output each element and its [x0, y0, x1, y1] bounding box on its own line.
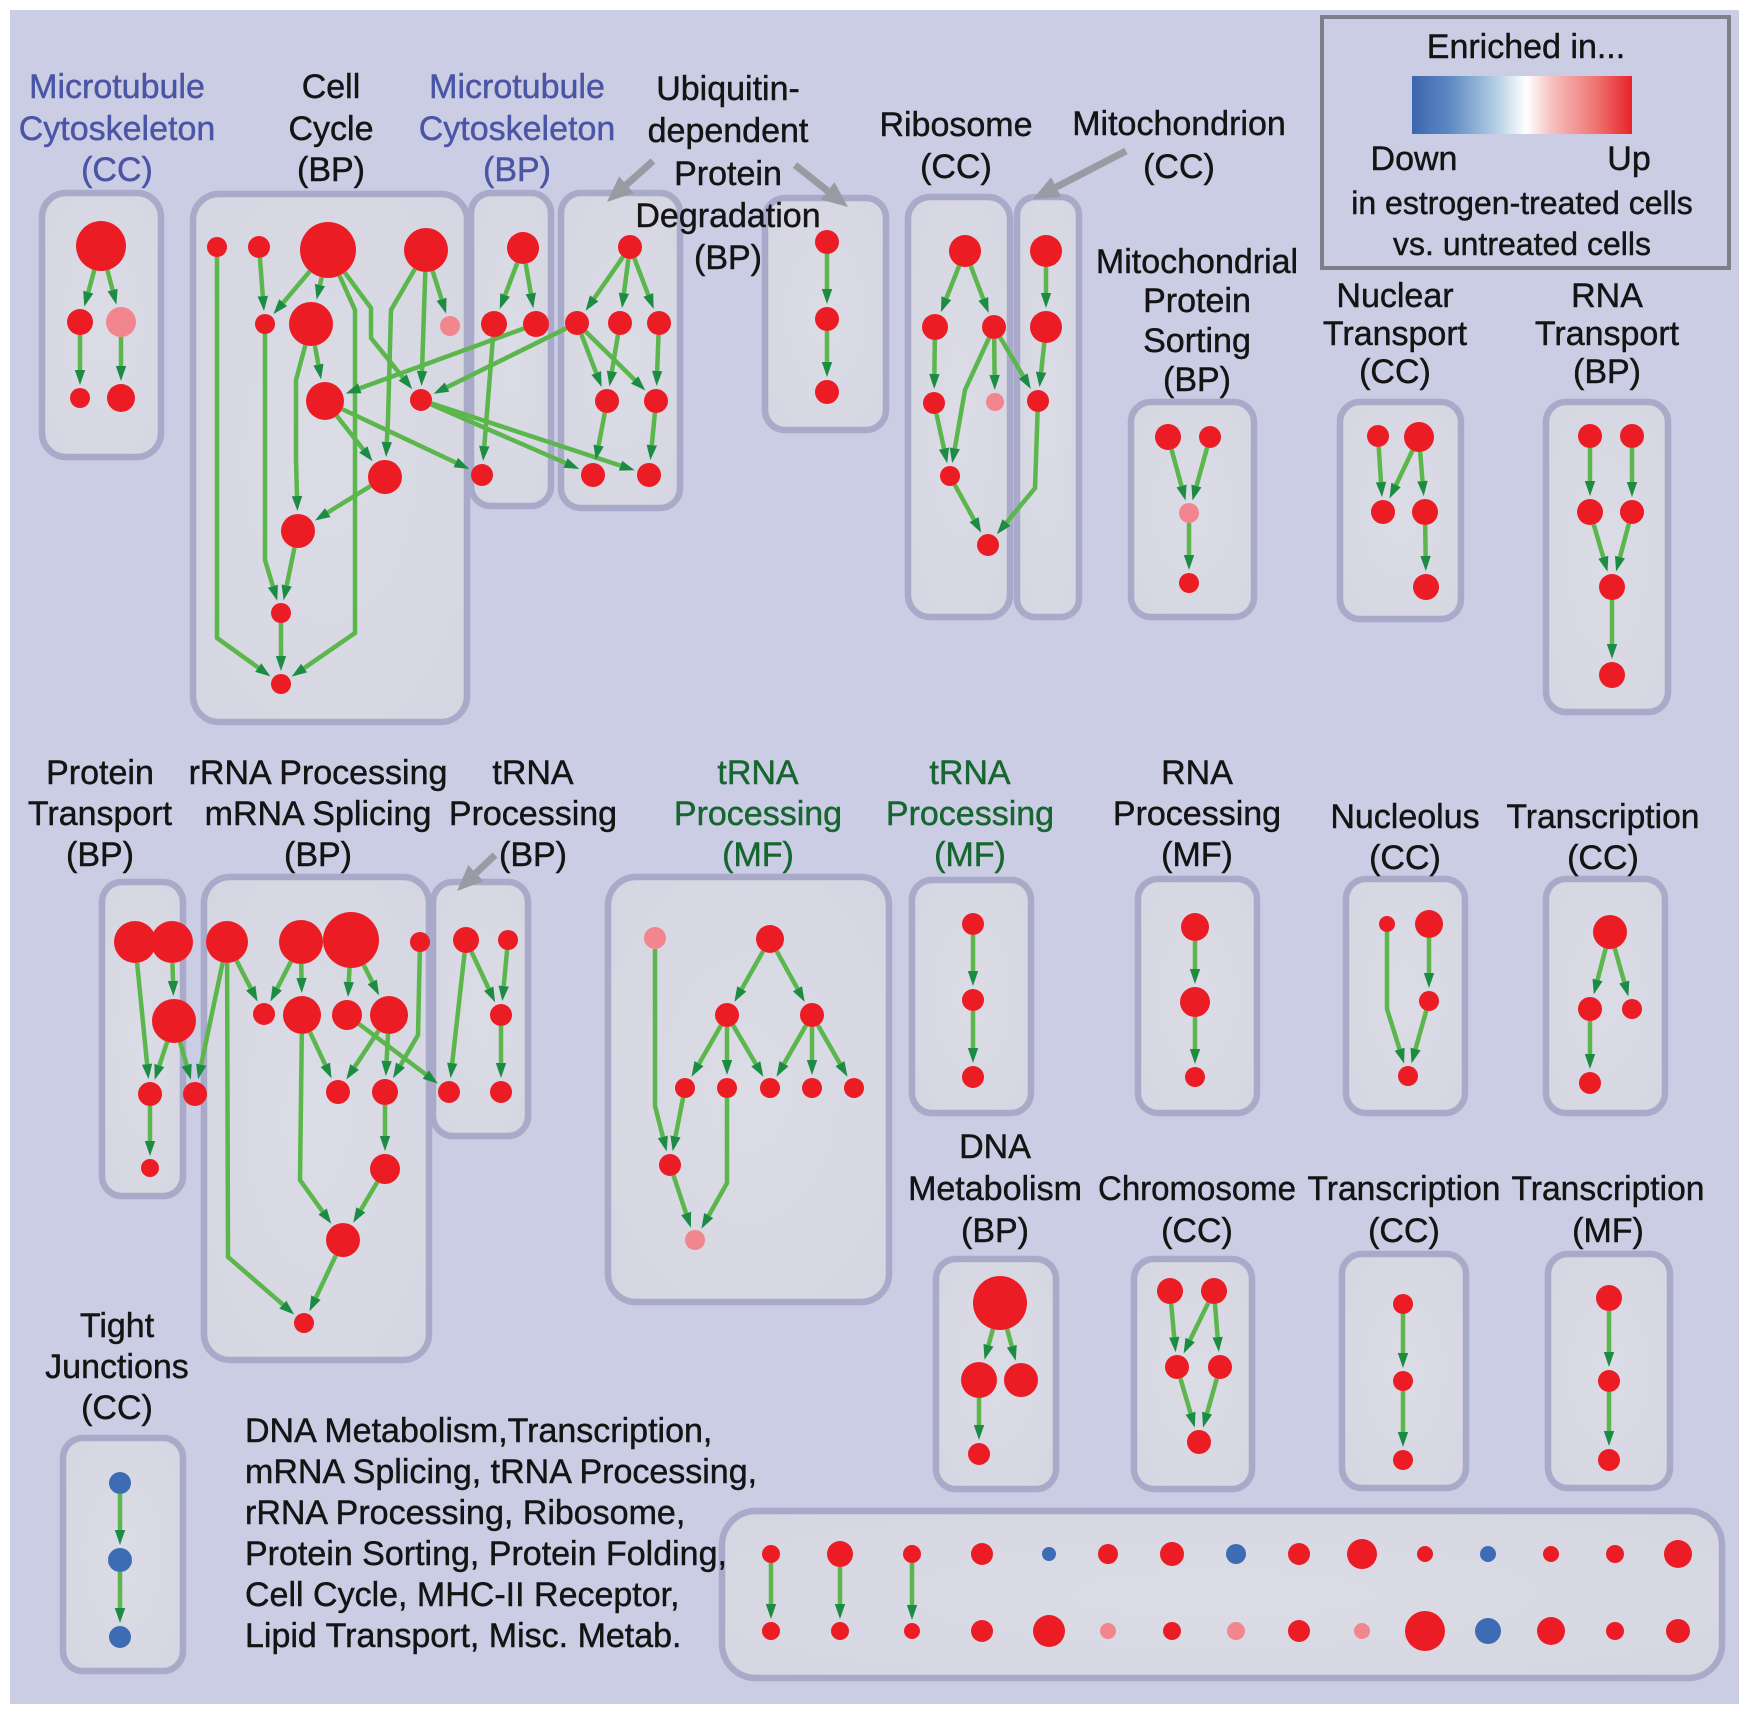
- svg-text:in estrogen-treated cells: in estrogen-treated cells: [1351, 185, 1693, 221]
- svg-text:(MF): (MF): [1572, 1212, 1644, 1250]
- svg-text:RNA: RNA: [1161, 754, 1233, 792]
- svg-text:Cell Cycle, MHC-II Receptor,: Cell Cycle, MHC-II Receptor,: [245, 1576, 680, 1614]
- svg-text:(BP): (BP): [284, 836, 352, 874]
- svg-text:Processing: Processing: [449, 795, 617, 833]
- svg-text:(BP): (BP): [1163, 361, 1231, 399]
- svg-text:Cytoskeleton: Cytoskeleton: [419, 110, 616, 148]
- svg-text:Nuclear: Nuclear: [1336, 277, 1453, 315]
- svg-text:Sorting: Sorting: [1143, 322, 1251, 360]
- svg-text:(CC): (CC): [1369, 839, 1441, 877]
- svg-text:(CC): (CC): [1161, 1212, 1233, 1250]
- svg-text:Transport: Transport: [28, 795, 173, 833]
- svg-text:(BP): (BP): [483, 151, 551, 189]
- svg-text:tRNA: tRNA: [929, 754, 1011, 792]
- svg-text:(MF): (MF): [934, 836, 1006, 874]
- svg-text:Mitochondrion: Mitochondrion: [1072, 105, 1286, 143]
- svg-text:Ubiquitin-: Ubiquitin-: [656, 70, 800, 108]
- svg-text:Tight: Tight: [80, 1307, 155, 1345]
- svg-text:Processing: Processing: [1113, 795, 1281, 833]
- svg-text:Protein: Protein: [46, 754, 154, 792]
- svg-text:mRNA Splicing, tRNA Processing: mRNA Splicing, tRNA Processing,: [245, 1453, 757, 1491]
- svg-text:Protein Sorting, Protein Foldi: Protein Sorting, Protein Folding,: [245, 1535, 727, 1573]
- svg-text:Transcription: Transcription: [1308, 1170, 1501, 1208]
- svg-text:Down: Down: [1371, 140, 1458, 178]
- svg-text:Transport: Transport: [1323, 315, 1468, 353]
- svg-text:(BP): (BP): [1573, 353, 1641, 391]
- svg-text:tRNA: tRNA: [492, 754, 574, 792]
- svg-text:(MF): (MF): [1161, 836, 1233, 874]
- svg-text:(CC): (CC): [1143, 148, 1215, 186]
- svg-text:Protein: Protein: [674, 155, 782, 193]
- svg-text:(BP): (BP): [297, 151, 365, 189]
- svg-text:Ribosome: Ribosome: [879, 106, 1032, 144]
- svg-text:(BP): (BP): [694, 239, 762, 277]
- svg-text:(CC): (CC): [1359, 353, 1431, 391]
- svg-text:(BP): (BP): [66, 836, 134, 874]
- svg-text:Processing: Processing: [886, 795, 1054, 833]
- svg-text:Up: Up: [1607, 140, 1650, 178]
- svg-text:RNA: RNA: [1571, 277, 1643, 315]
- svg-text:Degradation: Degradation: [635, 197, 820, 235]
- svg-text:Lipid Transport, Misc. Metab.: Lipid Transport, Misc. Metab.: [245, 1617, 682, 1655]
- svg-text:(CC): (CC): [81, 1389, 153, 1427]
- svg-text:Transcription: Transcription: [1507, 798, 1700, 836]
- svg-text:(CC): (CC): [1567, 839, 1639, 877]
- svg-text:Transport: Transport: [1535, 315, 1680, 353]
- svg-text:Processing: Processing: [674, 795, 842, 833]
- svg-text:rRNA Processing, Ribosome,: rRNA Processing, Ribosome,: [245, 1494, 685, 1532]
- svg-text:Cytoskeleton: Cytoskeleton: [19, 110, 216, 148]
- svg-text:Transcription: Transcription: [1512, 1170, 1705, 1208]
- svg-text:Cell: Cell: [302, 68, 361, 106]
- svg-text:DNA: DNA: [959, 1128, 1031, 1166]
- svg-text:Protein: Protein: [1143, 282, 1251, 320]
- svg-text:rRNA Processing: rRNA Processing: [189, 754, 448, 792]
- svg-text:(BP): (BP): [499, 836, 567, 874]
- svg-text:Enriched in...: Enriched in...: [1427, 28, 1625, 66]
- svg-text:Microtubule: Microtubule: [29, 68, 205, 106]
- svg-text:Nucleolus: Nucleolus: [1330, 798, 1479, 836]
- svg-text:Cycle: Cycle: [288, 110, 373, 148]
- svg-text:Microtubule: Microtubule: [429, 68, 605, 106]
- svg-text:Metabolism: Metabolism: [908, 1170, 1082, 1208]
- svg-text:(MF): (MF): [722, 836, 794, 874]
- svg-text:DNA Metabolism,Transcription,: DNA Metabolism,Transcription,: [245, 1412, 712, 1450]
- svg-text:Mitochondrial: Mitochondrial: [1096, 243, 1298, 281]
- svg-text:(CC): (CC): [81, 151, 153, 189]
- svg-text:Junctions: Junctions: [45, 1348, 189, 1386]
- svg-text:Chromosome: Chromosome: [1098, 1170, 1296, 1208]
- svg-text:(CC): (CC): [1368, 1212, 1440, 1250]
- svg-text:tRNA: tRNA: [717, 754, 799, 792]
- svg-text:mRNA Splicing: mRNA Splicing: [205, 795, 432, 833]
- svg-text:(BP): (BP): [961, 1212, 1029, 1250]
- svg-text:vs. untreated cells: vs. untreated cells: [1393, 226, 1651, 262]
- svg-text:dependent: dependent: [648, 112, 809, 150]
- svg-text:(CC): (CC): [920, 148, 992, 186]
